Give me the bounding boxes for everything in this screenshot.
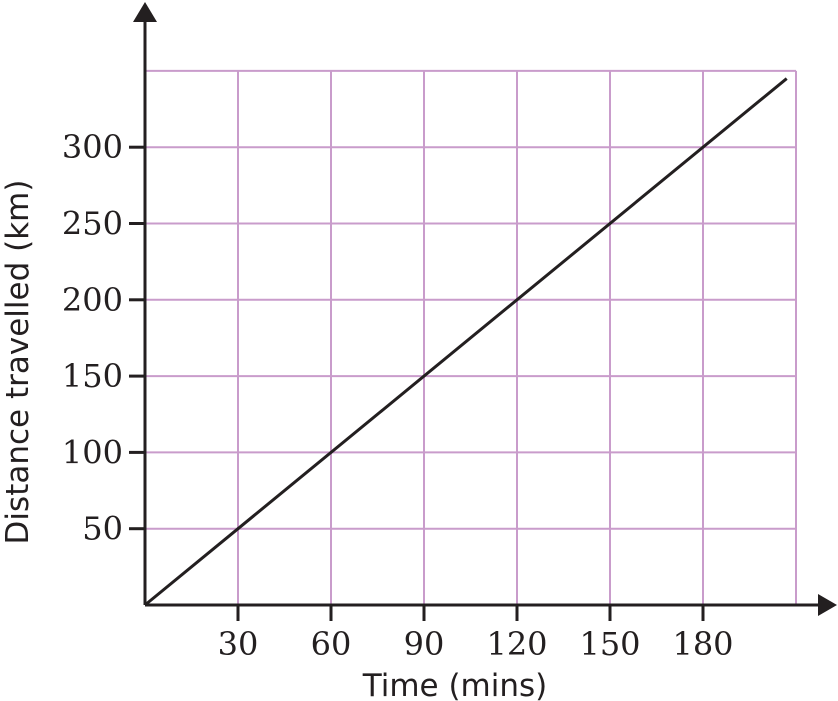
y-tick-label: 150: [62, 357, 123, 395]
x-tick-label: 150: [579, 625, 640, 663]
y-tick-label: 50: [82, 510, 123, 548]
x-tick-label: 180: [672, 625, 733, 663]
y-tick-label: 100: [62, 433, 123, 471]
y-tick-label: 250: [62, 205, 123, 243]
x-tick-label: 90: [404, 625, 445, 663]
x-axis-arrow: [818, 594, 837, 616]
x-tick-label: 30: [218, 625, 259, 663]
x-tick-label: 60: [311, 625, 352, 663]
y-axis-title: Distance travelled (km): [0, 180, 36, 545]
grid: [145, 69, 797, 605]
y-axis-arrow: [133, 2, 157, 22]
series: [144, 77, 788, 607]
x-tick-label: 120: [486, 625, 547, 663]
y-tick-label: 200: [62, 281, 123, 319]
x-axis-title: Time (mins): [362, 668, 548, 701]
y-tick-label: 300: [62, 128, 123, 166]
ticks: 30 60 90 120 150 180 50 100 150 200 250 300: [62, 128, 734, 663]
series-line: [144, 77, 788, 607]
axes: [133, 2, 837, 616]
